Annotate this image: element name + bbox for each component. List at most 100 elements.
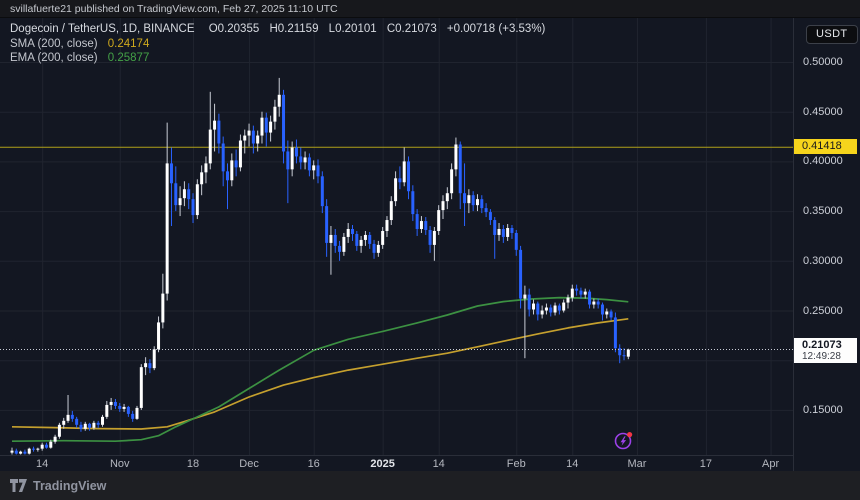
candle-body [566,297,570,303]
candle-body [320,176,324,207]
candle-body [626,349,630,357]
candle-body [247,130,251,136]
candle-body [475,199,479,206]
candle-body [27,448,31,454]
sma-200-line[interactable] [11,317,629,430]
candle-body [540,310,544,315]
quote-currency-button[interactable]: USDT [806,25,858,44]
price-axis[interactable]: 0.41418 0.21073 12:49:28 0.50000 0.45000 0… [793,18,860,471]
candle-body [346,228,350,237]
candle-body [454,144,458,170]
candle-body [467,195,471,204]
candle-body [471,195,475,206]
candle-body [463,193,467,204]
candle-body [497,228,501,235]
legend-ema-row[interactable]: EMA (200, close) 0.25877 [10,52,552,66]
candle-body [75,418,79,425]
candle-body [66,414,70,421]
candle-body [450,169,454,194]
symbol-title[interactable]: Dogecoin / TetherUS, 1D, BINANCE [10,23,195,35]
sma-value: 0.24174 [107,37,150,50]
candle-body [519,249,523,299]
time-axis-label: 2025 [370,458,395,470]
candle-body [230,160,234,181]
candle-body [402,161,406,183]
candle-body [109,401,113,405]
legend-symbol-row[interactable]: Dogecoin / TetherUS, 1D, BINANCE O0.2035… [10,23,552,37]
candle-body [178,198,182,206]
candle-body [579,290,583,295]
time-axis-label: Nov [109,458,130,470]
candle-body [596,301,600,305]
chart-legend: Dogecoin / TetherUS, 1D, BINANCE O0.2035… [10,23,552,67]
candle-body [122,406,126,409]
candle-body [428,229,432,245]
time-axis-label: 14 [432,458,445,470]
candlestick-chart-pane[interactable] [0,18,860,500]
candle-body [609,311,613,318]
candle-body [411,191,415,215]
candle-body [70,414,74,419]
candle-body [570,288,574,298]
time-axis[interactable]: 14 Nov 18 Dec 16 2025 14 Feb 14 Mar 17 Apr [0,455,860,471]
candle-body [174,183,178,206]
candle-body [92,422,96,428]
watermark-text: TradingView [33,478,107,493]
ema-200-line[interactable] [11,296,629,443]
sma-title: SMA (200, close) [10,37,98,50]
candle-body [135,407,139,419]
candle-body [165,163,169,294]
candle-body [182,189,186,199]
candle-body [282,94,286,152]
candle-body [294,147,298,157]
candle-body [53,436,57,442]
price-axis-label: 0.25000 [803,304,843,317]
candle-body [342,236,346,252]
candle-body [96,422,100,425]
candle-body [49,441,53,448]
candle-body [213,120,217,130]
candle-body [532,303,536,310]
candle-body [363,234,367,240]
candle-body [299,156,303,163]
candle-body [588,291,592,305]
candle-body [238,140,242,168]
events-lightning-icon[interactable] [613,430,635,452]
time-axis-label: Mar [627,458,647,470]
candle-body [40,444,44,449]
candle-body [101,416,105,425]
candle-body [79,424,83,429]
bottom-strip: TradingView [0,471,860,500]
candle-body [441,201,445,211]
candle-body [350,228,354,234]
candle-body [424,221,428,230]
candle-body [200,172,204,185]
candle-body [501,228,505,237]
candle-body [583,291,587,295]
candle-body [260,117,264,136]
candle-body [217,120,221,144]
candle-body [394,178,398,202]
tradingview-watermark[interactable]: TradingView [10,478,107,493]
candle-body [62,420,66,425]
candle-body [221,143,225,172]
price-axis-label: 0.50000 [803,56,843,68]
time-axis-label: 17 [699,458,713,470]
candle-body [618,348,622,356]
candle-body [557,305,561,311]
candle-body [251,130,255,144]
candle-body [506,227,510,237]
candle-body [622,355,626,357]
candle-body [553,305,557,313]
candle-body [226,171,229,181]
candle-body [161,293,165,323]
candle-body [169,163,173,184]
candle-body [57,424,61,437]
candle-body [544,307,548,311]
ohlc-open: O0.20355 [208,23,260,35]
tradingview-logo-icon [10,478,27,492]
ema-title: EMA (200, close) [10,52,98,64]
legend-sma-row[interactable]: SMA (200, close) 0.24174 [10,38,552,52]
ohlc-low: L0.20101 [328,23,377,35]
candle-body [195,184,199,216]
